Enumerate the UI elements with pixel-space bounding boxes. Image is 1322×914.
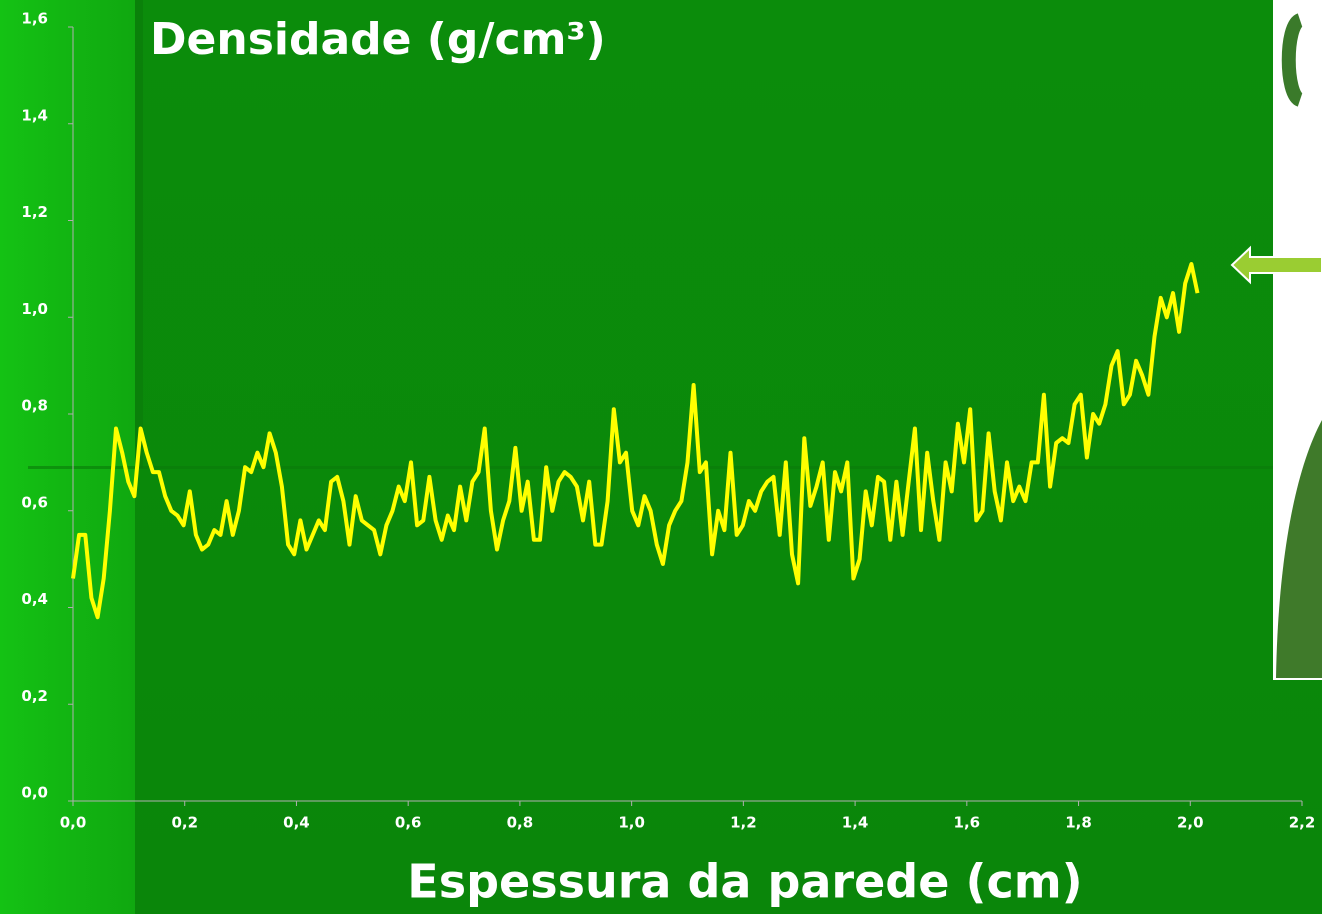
x-tick-label: 0,4 xyxy=(283,814,310,832)
x-axis-title: Espessura da parede (cm) xyxy=(407,855,1082,909)
x-tick-label: 1,8 xyxy=(1065,814,1092,832)
background xyxy=(0,0,1322,914)
background-band xyxy=(28,466,1273,469)
y-tick-label: 0,2 xyxy=(21,687,48,705)
chart: 0,0 0,2 0,4 0,6 0,8 1,0 1,2 1,4 1,6 0,0 0,2 0,4 0,6 0… xyxy=(0,0,1322,914)
x-tick-label: 1,4 xyxy=(842,814,869,832)
y-tick-label: 1,2 xyxy=(21,203,48,221)
y-tick-label: 1,4 xyxy=(21,106,48,124)
y-tick-label: 0,6 xyxy=(21,493,48,511)
x-tick-label: 1,2 xyxy=(730,814,757,832)
x-tick-label: 0,6 xyxy=(395,814,422,832)
y-tick-label: 1,0 xyxy=(21,300,48,318)
y-tick-label: 0,0 xyxy=(21,784,48,802)
page: 0,0 0,2 0,4 0,6 0,8 1,0 1,2 1,4 1,6 0,0 0,2 0,4 0,6 0… xyxy=(0,0,1322,914)
x-tick-label: 0,2 xyxy=(171,814,198,832)
background-shade xyxy=(135,0,143,468)
y-tick-label: 0,4 xyxy=(21,590,48,608)
x-tick-label: 2,0 xyxy=(1177,814,1204,832)
y-tick-label: 0,8 xyxy=(21,397,48,415)
x-tick-label: 2,2 xyxy=(1289,814,1316,832)
x-tick-label: 0,0 xyxy=(60,814,87,832)
chart-title: Densidade (g/cm³) xyxy=(150,14,606,65)
y-tick-label: 1,6 xyxy=(21,10,48,28)
x-tick-label: 1,6 xyxy=(954,814,981,832)
x-tick-label: 0,8 xyxy=(507,814,534,832)
x-tick-label: 1,0 xyxy=(618,814,645,832)
